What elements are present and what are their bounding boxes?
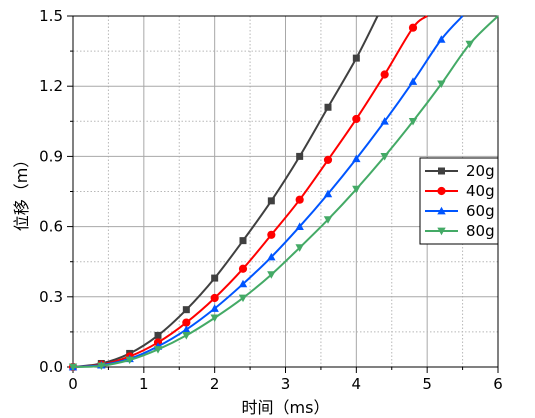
axes: 0 1 2 3 4 5 6 0.0 0.3 0.6 0.9 1.2 1.5 [39, 7, 503, 393]
y-tick-label: 0.9 [39, 147, 63, 165]
legend-label: 20g [466, 162, 495, 180]
data-point-40g [380, 70, 389, 79]
x-tick-label: 4 [352, 375, 362, 393]
data-point-60g [238, 279, 248, 288]
legend-item-60g: 60g [425, 202, 495, 220]
data-point-40g [182, 318, 191, 327]
data-point-40g [295, 195, 304, 204]
data-point-60g [437, 35, 446, 43]
legend: 20g 40g 60g 80g [419, 157, 499, 245]
series-line-60g [72, 15, 464, 368]
series-line-80g [72, 15, 499, 368]
x-tick-label: 6 [493, 375, 503, 393]
data-point-40g [267, 230, 276, 239]
data-point-60g [352, 154, 361, 163]
legend-label: 60g [466, 202, 495, 220]
legend-item-40g: 40g [425, 182, 495, 200]
data-point-80g [182, 332, 191, 340]
series-20g [69, 15, 379, 371]
data-point-80g [267, 271, 276, 279]
data-point-60g [408, 77, 418, 85]
y-tick-label: 0.3 [39, 288, 63, 306]
data-point-60g [323, 189, 333, 198]
data-point-60g [182, 325, 191, 333]
legend-label: 80g [466, 222, 495, 240]
y-tick-label: 0.6 [39, 218, 63, 236]
data-point-20g [154, 331, 162, 339]
legend-item-80g: 80g [425, 222, 495, 240]
legend-marker [437, 186, 446, 196]
data-point-20g [324, 103, 332, 111]
legend-item-20g: 20g [425, 162, 495, 180]
data-point-80g [238, 294, 248, 303]
data-point-20g [211, 274, 219, 282]
data-point-60g [380, 117, 389, 125]
series-60g [68, 15, 464, 371]
data-point-80g [323, 216, 333, 224]
data-point-80g [437, 80, 446, 89]
data-point-20g [267, 197, 275, 205]
data-point-80g [465, 40, 474, 49]
y-tick-label: 0.0 [39, 358, 63, 376]
x-tick-label: 3 [281, 375, 291, 393]
x-tick-label: 1 [139, 375, 149, 393]
series-40g [68, 15, 428, 372]
legend-marker [438, 167, 445, 175]
data-point-80g [125, 356, 134, 365]
x-tick-label: 0 [68, 375, 78, 393]
data-point-40g [323, 155, 333, 165]
x-axis-label: 时间（ms） [242, 398, 330, 417]
y-axis-label: 位移（m） [12, 152, 31, 232]
data-point-20g [352, 54, 360, 62]
data-point-80g [210, 314, 219, 323]
data-point-80g [153, 346, 163, 354]
data-point-80g [295, 244, 304, 252]
data-point-20g [296, 152, 304, 160]
series-80g [68, 15, 499, 372]
data-point-80g [380, 153, 389, 161]
data-point-80g [408, 117, 418, 126]
data-point-40g [408, 23, 418, 32]
data-point-80g [68, 363, 78, 372]
data-point-80g [352, 185, 361, 194]
data-point-40g [238, 264, 248, 273]
data-point-20g [182, 306, 190, 314]
data-point-60g [267, 252, 276, 261]
legend-label: 40g [466, 182, 495, 200]
data-point-40g [352, 114, 361, 124]
x-tick-label: 5 [422, 375, 432, 393]
legend-box [419, 157, 499, 245]
legend-marker [437, 227, 446, 236]
data-point-60g [295, 222, 304, 230]
data-point-80g [97, 362, 106, 371]
x-tick-label: 2 [210, 375, 220, 393]
data-point-20g [239, 237, 247, 245]
y-tick-label: 1.5 [39, 7, 63, 25]
y-tick-label: 1.2 [39, 77, 63, 95]
legend-marker [437, 206, 446, 215]
series-group [68, 15, 499, 372]
data-point-40g [210, 293, 219, 303]
data-point-60g [210, 304, 219, 312]
